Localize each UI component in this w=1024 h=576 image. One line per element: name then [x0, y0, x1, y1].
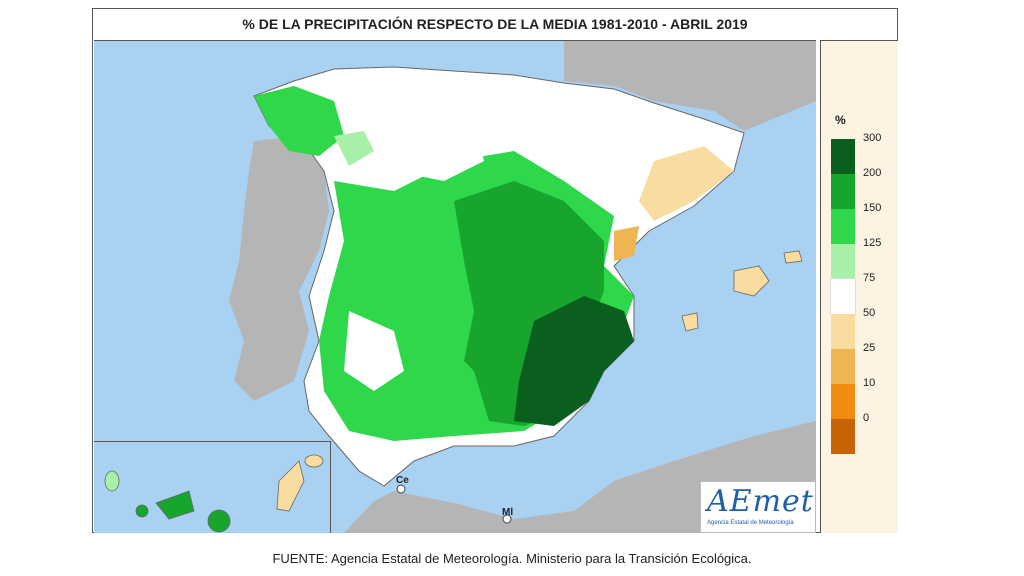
- logo-wordmark: AEmet: [707, 484, 814, 519]
- logo-subtitle: Agencia Estatal de Meteorología: [707, 520, 794, 526]
- ibiza-island: [681, 312, 699, 332]
- legend-swatch: [831, 349, 855, 384]
- canary-islands: [104, 454, 324, 533]
- legend-unit: %: [835, 113, 846, 127]
- ceuta-label: Ce: [396, 475, 409, 486]
- melilla-label: Ml: [502, 507, 513, 518]
- legend-swatch: [831, 174, 855, 209]
- aemet-logo: AEmet Agencia Estatal de Meteorología: [700, 481, 816, 533]
- source-footer: FUENTE: Agencia Estatal de Meteorología.…: [272, 551, 752, 566]
- legend-tick-label: 300: [863, 132, 882, 144]
- africa-land: [344, 421, 816, 533]
- light-green-asturias: [334, 131, 374, 166]
- green-zone-300: [514, 296, 634, 426]
- orange-zone-valencia: [614, 226, 639, 261]
- legend-swatch: [831, 244, 855, 279]
- white-patch-extremadura: [344, 311, 404, 391]
- yellow-zone-catalonia: [639, 146, 734, 221]
- white-patch-north: [364, 101, 484, 181]
- legend-tick-label: 125: [863, 237, 882, 249]
- map-figure: % DE LA PRECIPITACIÓN RESPECTO DE LA MED…: [92, 8, 898, 533]
- map-title: % DE LA PRECIPITACIÓN RESPECTO DE LA MED…: [242, 16, 748, 32]
- legend-swatch: [831, 419, 855, 454]
- legend-swatch: [831, 139, 855, 174]
- mallorca-island: [733, 265, 770, 297]
- precipitation-map: Ce Ml AEmet Agencia Estatal de Meteorolo…: [94, 40, 816, 533]
- legend-tick-label: 25: [863, 342, 876, 354]
- map-svg: Ce Ml: [94, 41, 816, 533]
- portugal-land: [229, 136, 329, 401]
- legend-tick-label: 150: [863, 202, 882, 214]
- france-land: [564, 41, 816, 131]
- menorca-island: [783, 250, 803, 264]
- ceuta-marker: [396, 484, 406, 494]
- galicia-zone: [254, 86, 344, 156]
- legend-swatch: [830, 278, 856, 315]
- legend: % 300 200 150 125 75 50 25 10 0: [820, 40, 898, 533]
- legend-tick-label: 75: [863, 272, 876, 284]
- legend-tick-label: 200: [863, 167, 882, 179]
- legend-tick-label: 50: [863, 307, 876, 319]
- legend-swatch: [831, 384, 855, 419]
- legend-swatch: [831, 209, 855, 244]
- legend-tick-label: 0: [863, 412, 870, 424]
- legend-swatch: [831, 314, 855, 349]
- melilla-marker: [502, 514, 512, 524]
- canary-inset-frame: [94, 441, 331, 533]
- legend-tick-label: 10: [863, 377, 876, 389]
